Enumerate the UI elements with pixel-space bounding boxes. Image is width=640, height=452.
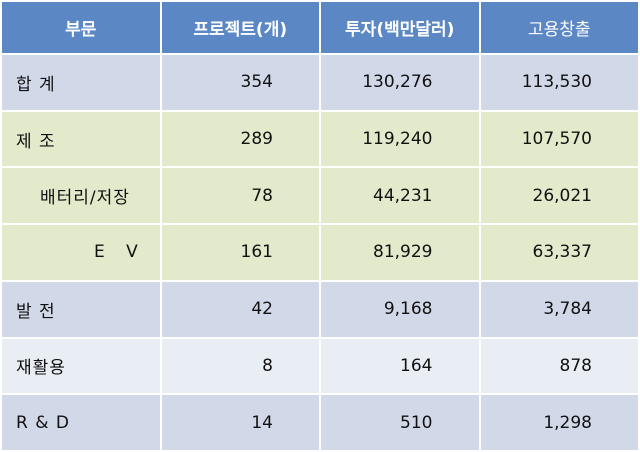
cell-value: 113,530 <box>478 53 640 112</box>
header-cell: 투자(백만달러) <box>319 0 481 55</box>
cell-value: 119,240 <box>319 109 481 169</box>
cell-value: 63,337 <box>478 223 640 282</box>
table-row: 합 계 354 130,276 113,530 <box>0 53 640 112</box>
row-label: 발 전 <box>0 279 162 339</box>
table-row: 배터리/저장 78 44,231 26,021 <box>0 166 640 226</box>
table-row: R & D 14 510 1,298 <box>0 393 640 452</box>
row-label: 제 조 <box>0 109 162 169</box>
cell-value: 107,570 <box>478 109 640 169</box>
row-label: 배터리/저장 <box>0 166 162 226</box>
header-cell: 고용창출 <box>478 0 640 55</box>
cell-value: 161 <box>159 223 321 282</box>
cell-value: 81,929 <box>319 223 481 282</box>
table-row: 재활용 8 164 878 <box>0 336 640 396</box>
cell-value: 44,231 <box>319 166 481 226</box>
row-label: E V <box>0 223 162 282</box>
header-cell: 부문 <box>0 0 162 55</box>
cell-value: 289 <box>159 109 321 169</box>
cell-value: 3,784 <box>478 279 640 339</box>
table-body: 합 계 354 130,276 113,530 제 조 289 119,240 107,570… <box>0 53 640 452</box>
header-row: 부문 프로젝트(개) 투자(백만달러) 고용창출 <box>0 0 640 55</box>
cell-value: 26,021 <box>478 166 640 226</box>
cell-value: 164 <box>319 336 481 396</box>
cell-value: 9,168 <box>319 279 481 339</box>
row-label: 재활용 <box>0 336 162 396</box>
table-row: 발 전 42 9,168 3,784 <box>0 279 640 339</box>
cell-value: 878 <box>478 336 640 396</box>
row-label: 합 계 <box>0 53 162 112</box>
cell-value: 1,298 <box>478 393 640 452</box>
row-label: R & D <box>0 393 162 452</box>
header-cell: 프로젝트(개) <box>159 0 321 55</box>
cell-value: 42 <box>159 279 321 339</box>
cell-value: 130,276 <box>319 53 481 112</box>
cell-value: 354 <box>159 53 321 112</box>
cell-value: 14 <box>159 393 321 452</box>
table-row: E V 161 81,929 63,337 <box>0 223 640 282</box>
cell-value: 8 <box>159 336 321 396</box>
table-row: 제 조 289 119,240 107,570 <box>0 109 640 169</box>
cell-value: 510 <box>319 393 481 452</box>
cell-value: 78 <box>159 166 321 226</box>
